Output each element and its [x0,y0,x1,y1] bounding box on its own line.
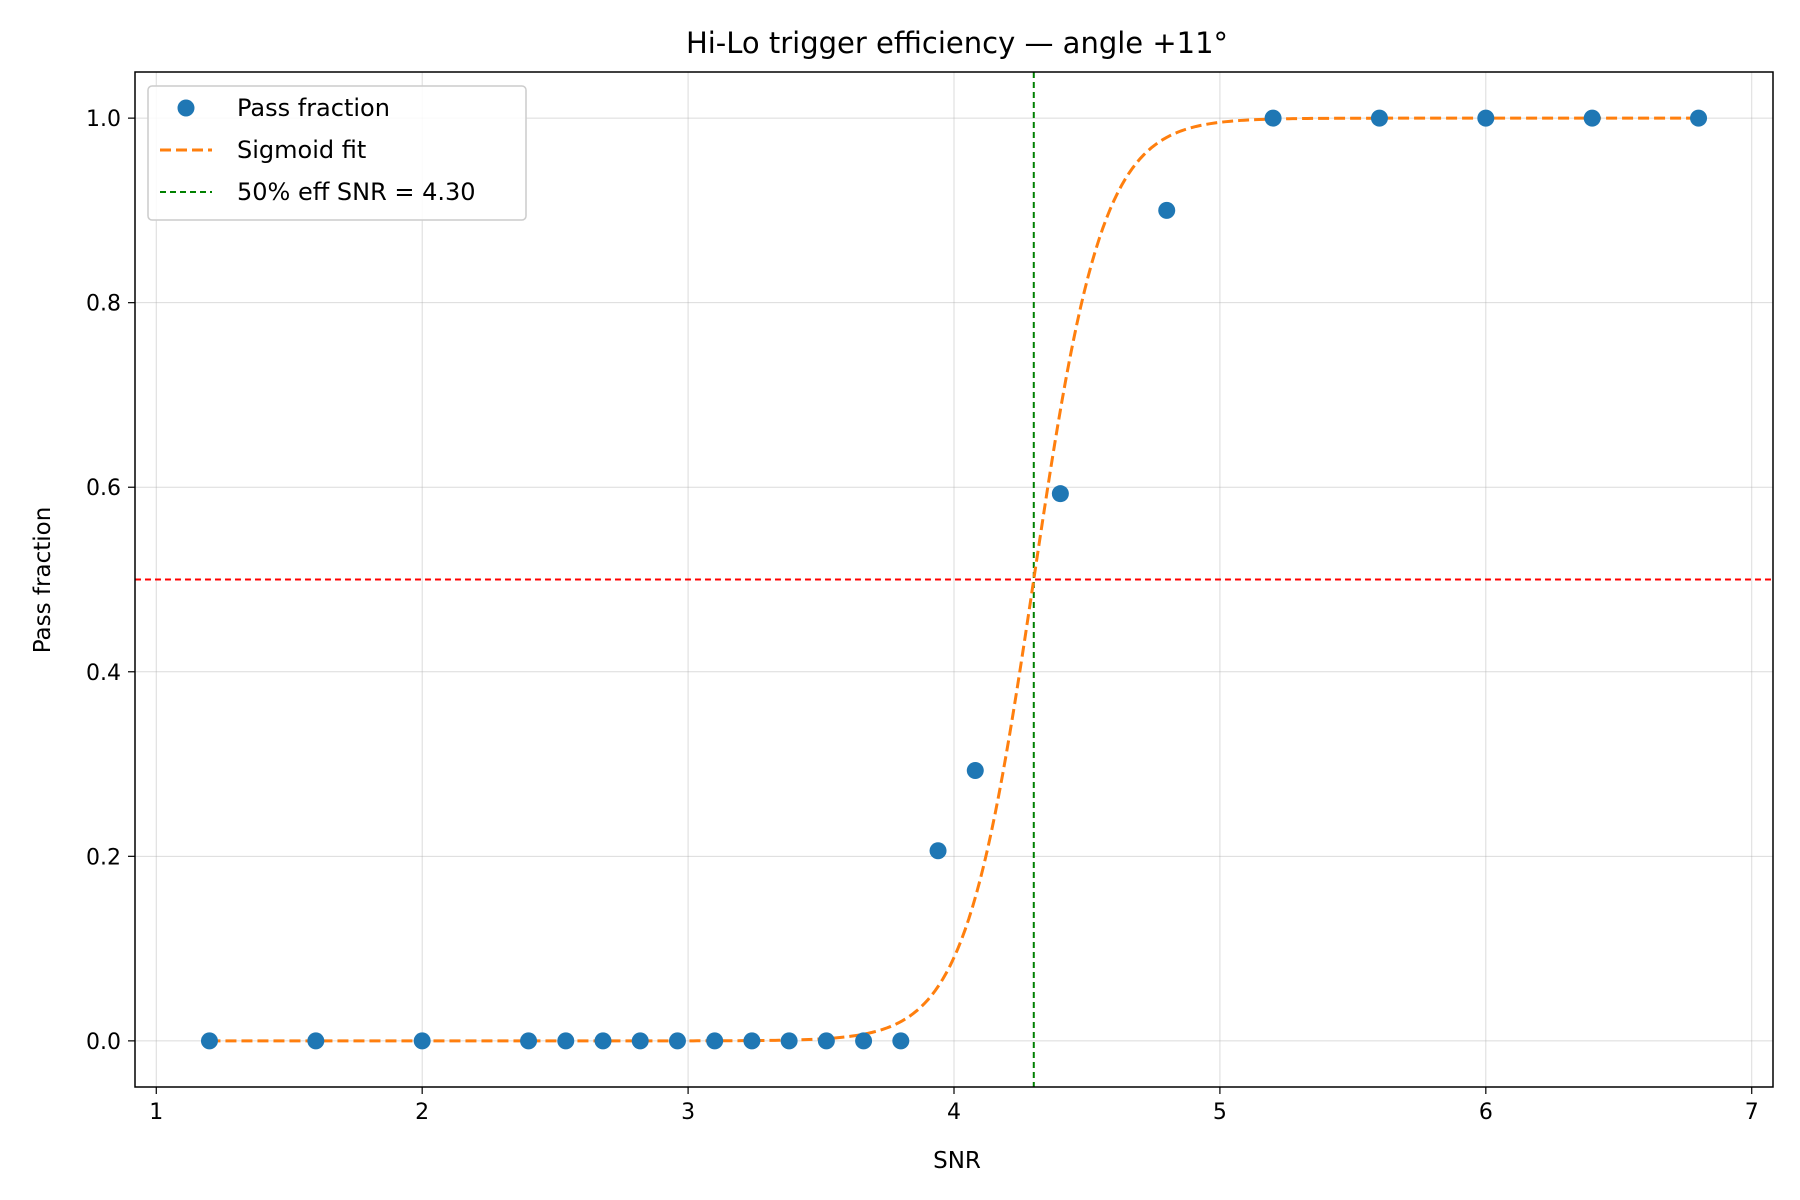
data-point [631,1032,649,1050]
data-point [743,1032,761,1050]
y-tick-label: 1.0 [86,107,121,132]
y-tick-label: 0.8 [86,292,121,317]
x-tick-label: 1 [149,1100,163,1125]
y-tick-label: 0.4 [86,661,121,686]
data-point [668,1032,686,1050]
y-tick-label: 0.2 [86,845,121,870]
legend-label: 50% eff SNR = 4.30 [237,178,476,206]
data-point [520,1032,538,1050]
data-point [200,1032,218,1050]
x-tick-label: 6 [1479,1100,1493,1125]
y-tick-label: 0.6 [86,476,121,501]
legend-label: Sigmoid fit [237,136,366,164]
x-tick-label: 2 [415,1100,429,1125]
data-point [855,1032,873,1050]
data-point [1690,109,1708,127]
data-point [892,1032,910,1050]
y-tick-label: 0.0 [86,1030,121,1055]
x-tick-label: 4 [947,1100,961,1125]
data-point [929,842,947,860]
data-point [1370,109,1388,127]
axis-ticks: 1 2 3 4 5 6 7 0.0 0.2 0.4 0.6 0.8 1.0 [86,107,1759,1125]
series [200,109,1708,1050]
data-point [1264,109,1282,127]
data-point [966,762,984,780]
chart-title: Hi-Lo trigger efficiency — angle +11° [686,26,1228,60]
data-point [1477,109,1495,127]
legend-marker-pass-fraction [177,99,195,117]
x-tick-label: 5 [1213,1100,1227,1125]
data-point [1158,201,1176,219]
legend-box [147,85,527,221]
sigmoid-fit-curve [209,116,1699,1043]
data-point [307,1032,325,1050]
x-tick-label: 7 [1745,1100,1759,1125]
y-axis-label: Pass fraction [30,507,56,654]
reference-lines [135,72,1773,1087]
data-point [780,1032,798,1050]
data-point [1583,109,1601,127]
data-point [706,1032,724,1050]
legend: Pass fraction Sigmoid fit 50% eff SNR = 4.… [147,85,527,221]
x-axis-label: SNR [933,1148,981,1174]
legend-label: Pass fraction [237,94,390,122]
data-point [557,1032,575,1050]
data-point [1051,485,1069,503]
data-point [594,1032,612,1050]
data-point [413,1032,431,1050]
data-point [817,1032,835,1050]
x-tick-label: 3 [681,1100,695,1125]
